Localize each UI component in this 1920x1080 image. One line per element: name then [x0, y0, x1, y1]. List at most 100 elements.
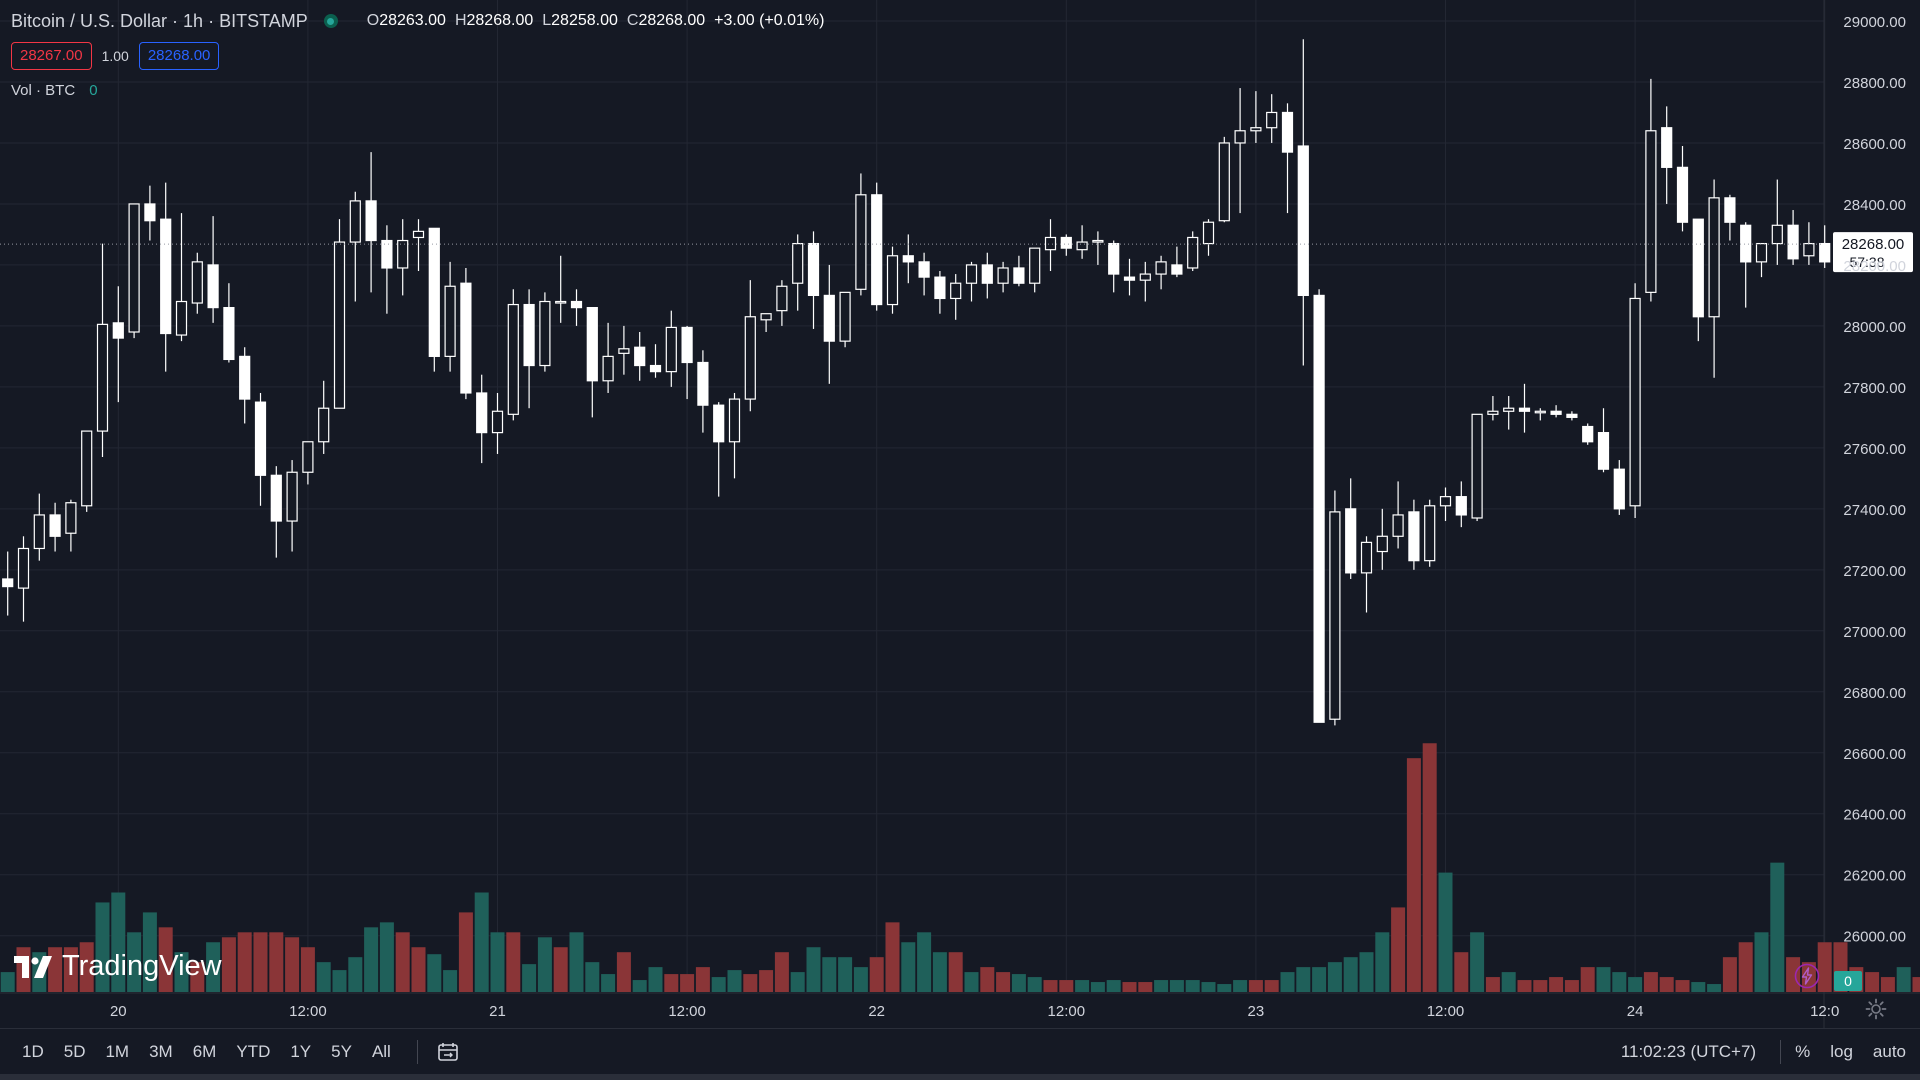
tradingview-watermark[interactable]: TradingView: [14, 950, 222, 983]
volume-bar: [680, 974, 695, 992]
volume-bar: [1043, 980, 1058, 992]
candle: [1171, 246, 1183, 278]
candle: [1345, 478, 1357, 579]
volume-bar: [1707, 984, 1722, 992]
candle: [586, 307, 598, 418]
candle-body: [1755, 242, 1768, 263]
price-tick-label: 28000.00: [1843, 319, 1906, 336]
volume-bar: [1912, 977, 1920, 992]
time-axis[interactable]: 20 12:00 21 12:00 22 12:00 23 12:00 24 12:0: [110, 1003, 1839, 1020]
candle: [1534, 408, 1546, 421]
volume-bar: [1169, 980, 1184, 992]
volume-bar: [95, 902, 110, 992]
volume-bar: [932, 952, 947, 992]
price-axis[interactable]: 29000.00 28800.00 28600.00 28400.00 28200.00…: [1843, 14, 1906, 946]
last-price-label-bg: [1833, 232, 1913, 273]
candle-body: [1692, 218, 1704, 318]
go-to-date-button[interactable]: [434, 1038, 462, 1066]
time-tick-label: 24: [1627, 1003, 1644, 1020]
candle-body: [760, 313, 772, 321]
price-tick-label: 27000.00: [1843, 624, 1906, 641]
volume-bar: [695, 967, 710, 992]
candle-body: [1281, 111, 1294, 153]
percent-scale-toggle[interactable]: %: [1795, 1042, 1811, 1061]
price-tick-label: 27200.00: [1843, 563, 1906, 580]
volume-bar: [1786, 957, 1801, 992]
candle: [1250, 91, 1262, 143]
range-5y-button[interactable]: 5Y: [331, 1041, 352, 1061]
volume-bar: [1154, 980, 1169, 992]
volume-bar: [553, 947, 568, 992]
range-6m-button[interactable]: 6M: [192, 1041, 217, 1061]
range-3m-button[interactable]: 3M: [149, 1041, 173, 1061]
candle-body: [1740, 224, 1752, 263]
candle-body: [1661, 127, 1673, 168]
range-5d-button[interactable]: 5D: [63, 1041, 86, 1061]
volume-bar: [838, 957, 853, 992]
volume-bar: [1327, 962, 1342, 992]
high-value: 28268.00: [466, 12, 534, 29]
candle-body: [555, 300, 567, 304]
candle: [1771, 179, 1783, 265]
candle-body: [1518, 407, 1531, 412]
candle-body: [191, 261, 203, 304]
candle: [239, 347, 251, 424]
gear-icon[interactable]: [1864, 997, 1888, 1021]
candle: [523, 289, 535, 409]
price-tick-label: 26200.00: [1843, 868, 1906, 885]
log-scale-toggle[interactable]: log: [1830, 1042, 1853, 1061]
volume-bar: [711, 977, 726, 992]
sell-price-button[interactable]: 28267.00: [11, 42, 92, 70]
candle-body: [1534, 410, 1546, 414]
time-tick-label: 12:00: [1427, 1003, 1465, 1020]
volume-bar: [1391, 907, 1406, 992]
timezone-clock[interactable]: 11:02:23 (UTC+7): [1620, 1042, 1757, 1061]
candle-body: [902, 255, 914, 263]
candle: [902, 234, 914, 284]
volume-bar: [1138, 982, 1153, 992]
candle-body: [1123, 276, 1136, 281]
candle-body: [1724, 197, 1736, 223]
candle-body: [1550, 410, 1562, 415]
price-tick-label: 27400.00: [1843, 502, 1906, 519]
auto-scale-toggle[interactable]: auto: [1872, 1042, 1906, 1061]
candle-body: [112, 322, 124, 339]
candle-body: [713, 404, 725, 443]
candle: [1566, 411, 1578, 421]
candle: [318, 380, 330, 454]
candle-body: [1424, 505, 1436, 562]
candle-body: [223, 307, 235, 361]
candle: [634, 331, 646, 381]
candle-body: [507, 303, 519, 415]
candle: [713, 402, 725, 497]
buy-price-button[interactable]: 28268.00: [138, 42, 220, 70]
symbol-title[interactable]: Bitcoin / U.S. Dollar · 1h · BITSTAMP: [11, 10, 308, 31]
range-1m-button[interactable]: 1M: [105, 1041, 130, 1061]
volume-bar: [190, 962, 205, 992]
candle-body: [807, 242, 820, 297]
volume-bar: [1865, 972, 1880, 992]
candle: [507, 289, 519, 421]
candle-body: [302, 441, 314, 473]
candle: [1139, 261, 1151, 302]
range-1d-button[interactable]: 1D: [22, 1041, 44, 1061]
range-all-button[interactable]: All: [371, 1041, 391, 1061]
candle: [1819, 225, 1831, 268]
volume-axis-badge: 0: [1834, 971, 1862, 991]
volume-indicator-label[interactable]: Vol · BTC: [11, 82, 76, 99]
volume-bar: [253, 932, 268, 992]
candle-body: [1439, 496, 1452, 507]
lightning-icon[interactable]: [1794, 963, 1820, 989]
volume-bar: [1485, 977, 1500, 992]
range-ytd-button[interactable]: YTD: [236, 1041, 271, 1061]
range-1y-button[interactable]: 1Y: [290, 1041, 312, 1061]
candle-body: [81, 430, 93, 507]
candle-body: [318, 407, 330, 443]
volume-bar: [727, 970, 742, 992]
candle: [1787, 210, 1799, 265]
candle: [191, 252, 203, 314]
volume-bar: [316, 962, 331, 992]
volume-bar: [1090, 982, 1105, 992]
